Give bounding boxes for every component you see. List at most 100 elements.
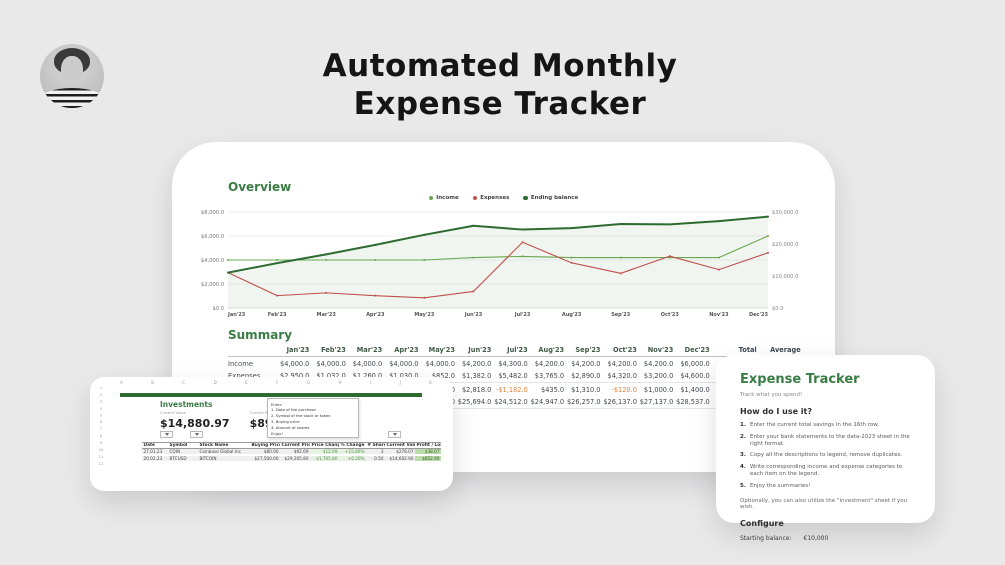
svg-text:$0.0: $0.0 [772, 306, 784, 312]
sheet-accent-bar [120, 393, 422, 397]
row-number: 11 [98, 454, 104, 459]
svg-text:$6,000.0: $6,000.0 [201, 234, 224, 240]
step-item: 2. Enter your bank statements to the data… [740, 434, 913, 448]
legend-item: Expenses [472, 195, 510, 201]
starting-balance-value: €10,000 [803, 534, 829, 542]
summary-month-header: Apr'23 [394, 346, 419, 354]
funnel-icon [392, 433, 397, 436]
summary-row: Income $4,000.0 $4,000.0 $4,000.0 $4,000.0 $4… [228, 357, 820, 370]
summary-month-header: Nov'23 [647, 346, 674, 354]
legend-label: Income [436, 195, 459, 201]
summary-cell: -$1,182.0 [495, 385, 528, 394]
summary-cell: $4,000.0 [425, 359, 455, 368]
overview-heading: Overview [228, 180, 292, 194]
step-number: 5. [740, 482, 746, 489]
investments-cell: COIN [168, 449, 198, 455]
summary-cell: $4,320.0 [607, 372, 637, 380]
page-title: Automated Monthly Expense Tracker [300, 48, 700, 124]
summary-cell: $4,200.0 [461, 359, 492, 368]
row-number: 7 [99, 427, 103, 432]
row-number: 5 [99, 413, 103, 418]
investments-column-header: # Shares [367, 442, 386, 448]
step-text: Copy all the descriptions to legend, rem… [750, 452, 903, 459]
investments-column-header: Date [143, 442, 155, 448]
summary-cell: $4,200.0 [607, 359, 637, 368]
tracker-card: Expense Tracker Track what you spend! Ho… [716, 355, 935, 542]
investments-cell: BITCOIN [198, 455, 250, 461]
chart-legend: Income Expenses Ending balance [172, 195, 835, 201]
investments-header-row: Date Symbol Stock Name Buying Price Current … [142, 442, 441, 449]
note-line: 3. Buying price [271, 419, 300, 425]
investments-cell: 27.01.23 [142, 449, 168, 455]
step-item: 5. Enjoy the summaries! [740, 483, 913, 490]
svg-text:$30,000.0: $30,000.0 [772, 210, 798, 216]
summary-cell: $3,200.0 [643, 372, 674, 380]
investments-cell: $38.07 [415, 449, 441, 455]
investments-column-header: Current Value [386, 442, 416, 448]
note-line: 1. Date of the purchase [271, 407, 316, 413]
column-letter: K [429, 380, 432, 385]
summary-cell: $2,890.0 [571, 372, 601, 380]
filter-button[interactable] [160, 431, 173, 438]
summary-cell: $3,765.0 [534, 372, 565, 380]
svg-text:Mar'23: Mar'23 [317, 312, 337, 318]
row-number: 3 [99, 399, 103, 404]
investments-column-header: Profit / Loss [416, 442, 442, 448]
investments-cell: +15.86% [339, 449, 366, 455]
row-number: 1 [99, 386, 103, 390]
column-letter: A [120, 380, 123, 385]
investments-column-header: Buying Price [251, 442, 281, 448]
current-value: $14,880.97 [160, 416, 230, 430]
investments-cell: 0.50 [366, 455, 385, 461]
legend-dot-icon [472, 195, 478, 201]
summary-month-header: Dec'23 [684, 346, 710, 354]
summary-average-header: Average [770, 346, 801, 354]
column-letter: B [151, 380, 154, 385]
summary-cell: $26,137.0 [603, 398, 637, 406]
investments-cell: $12.69 [310, 449, 339, 455]
summary-heading: Summary [228, 328, 293, 342]
row-number: 10 [98, 448, 104, 453]
investments-table: Date Symbol Stock Name Buying Price Current … [142, 442, 441, 474]
step-text: Enter the current total savings in the 1… [750, 422, 879, 428]
summary-month-header: Jul'23 [507, 346, 528, 354]
investments-empty-row [142, 468, 441, 474]
investments-cell: $14,602.90 [385, 455, 415, 461]
summary-cell: $4,600.0 [680, 372, 710, 380]
summary-total-header: Total [738, 346, 757, 354]
note-line: Enter: [271, 401, 283, 407]
legend-label: Expenses [480, 195, 510, 201]
avatar-face [61, 56, 83, 84]
tracker-title: Expense Tracker [740, 372, 860, 387]
sheet-column-letters: A B C D E F G H I J K [120, 380, 432, 385]
step-number: 1. [740, 422, 746, 428]
starting-balance: Starting balance: €10,000 [740, 535, 913, 542]
note-box: Enter: 1. Date of the purchase 2. Symbol o… [267, 398, 359, 438]
step-number: 2. [740, 433, 746, 440]
page-title-line1: Automated Monthly [322, 48, 678, 84]
note-line: Enjoy! [271, 430, 283, 436]
step-number: 3. [740, 452, 746, 459]
legend-dot-icon [523, 195, 528, 201]
svg-text:Jan'23: Jan'23 [227, 312, 246, 318]
summary-month-header: May'23 [428, 346, 455, 354]
column-letter: F [276, 380, 279, 385]
svg-text:Oct'23: Oct'23 [661, 312, 680, 318]
investments-cell: $29,205.80 [280, 455, 310, 461]
filter-button[interactable] [190, 431, 203, 438]
investments-cell: 3 [366, 449, 385, 455]
investments-cell: 20.02.23 [142, 455, 168, 461]
current-value-label: Current Value [160, 410, 186, 415]
summary-cell: $27,137.0 [639, 398, 674, 406]
summary-cell: $1,400.0 [680, 385, 710, 394]
note-line: 2. Symbol of the stock or token [271, 413, 331, 419]
investments-cell: $92.69 [280, 449, 310, 455]
summary-cell: $852.0 [431, 372, 455, 380]
configure-heading: Configure [740, 518, 784, 528]
summary-cell: $4,000.0 [389, 359, 419, 368]
summary-cell: $4,000.0 [280, 359, 310, 368]
svg-text:Jun'23: Jun'23 [464, 312, 483, 318]
row-number: 2 [99, 392, 103, 397]
filter-button[interactable] [388, 431, 401, 438]
